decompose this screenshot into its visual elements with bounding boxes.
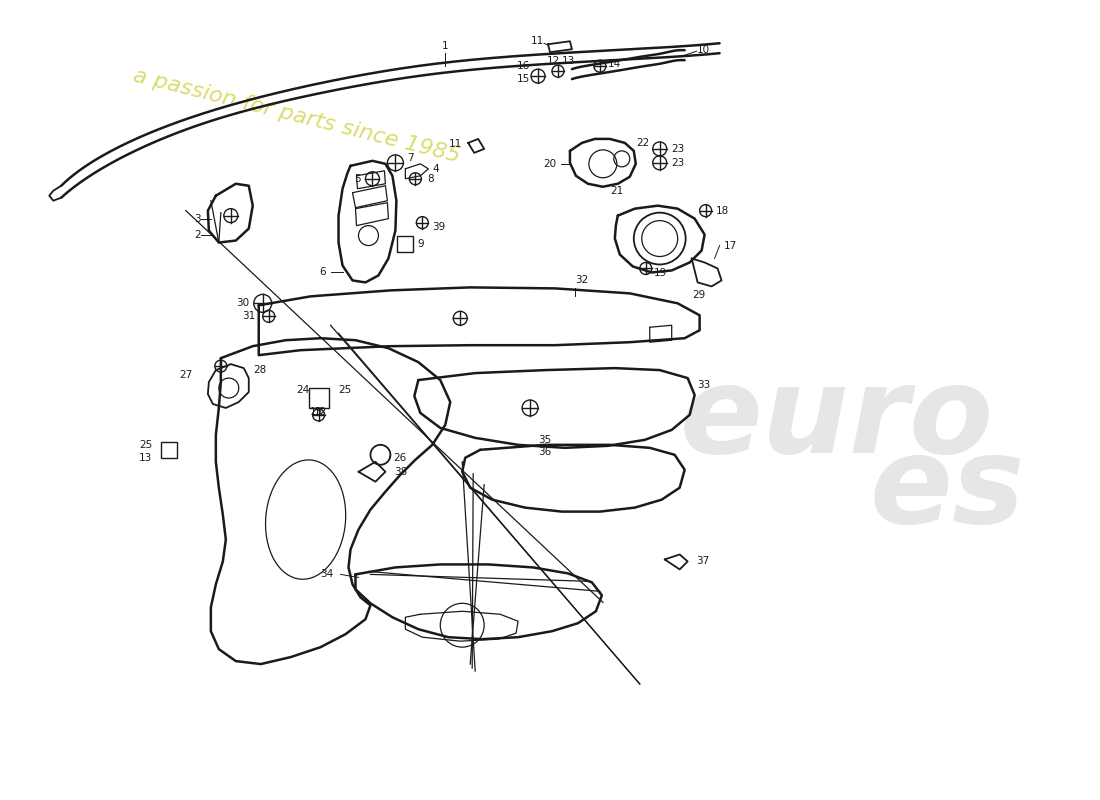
Text: 26: 26 [394, 453, 407, 462]
Text: 23: 23 [672, 158, 685, 168]
Bar [161, 442, 177, 458]
Text: 34: 34 [320, 570, 333, 579]
Text: 17: 17 [724, 241, 737, 250]
Text: 37: 37 [696, 557, 710, 566]
Text: 25: 25 [139, 440, 152, 450]
Text: 8: 8 [427, 174, 433, 184]
Text: 13: 13 [561, 56, 574, 66]
Bar [397, 235, 414, 251]
Text: 23: 23 [672, 144, 685, 154]
Text: 27: 27 [179, 370, 192, 380]
Text: 6: 6 [319, 267, 326, 278]
Text: 24: 24 [296, 385, 309, 395]
Text: 15: 15 [517, 74, 530, 84]
Text: 19: 19 [653, 269, 667, 278]
Text: 25: 25 [339, 385, 352, 395]
Text: 4: 4 [432, 164, 439, 174]
Text: 20: 20 [543, 159, 556, 169]
Text: 9: 9 [417, 238, 424, 249]
Text: 36: 36 [538, 447, 551, 457]
Text: 14: 14 [608, 59, 622, 69]
Text: 30: 30 [236, 298, 250, 308]
Text: 16: 16 [517, 61, 530, 71]
Text: 29: 29 [693, 290, 706, 300]
Text: 22: 22 [636, 138, 649, 148]
Text: 7: 7 [407, 153, 414, 163]
Text: 12: 12 [547, 56, 560, 66]
Text: es: es [869, 431, 1025, 548]
Text: 18: 18 [716, 206, 729, 216]
Bar [309, 388, 329, 408]
Text: 5: 5 [354, 174, 361, 184]
Text: 28: 28 [253, 365, 266, 375]
Text: 33: 33 [697, 380, 711, 390]
Text: a passion for parts since 1985: a passion for parts since 1985 [131, 66, 462, 166]
Text: 38: 38 [395, 466, 408, 477]
Text: 13: 13 [139, 453, 152, 462]
Text: 31: 31 [242, 311, 255, 322]
Text: 10: 10 [696, 46, 710, 55]
Text: 35: 35 [538, 435, 551, 445]
Text: 2: 2 [195, 230, 201, 239]
Text: 1: 1 [442, 42, 449, 51]
Text: 11: 11 [449, 139, 462, 149]
Text: euro: euro [680, 362, 993, 478]
Text: 39: 39 [432, 222, 446, 232]
Text: 12: 12 [314, 407, 327, 417]
Text: 13: 13 [310, 407, 323, 417]
Text: 3: 3 [195, 214, 201, 224]
Text: 32: 32 [575, 275, 589, 286]
Text: 11: 11 [531, 36, 544, 46]
Text: 21: 21 [609, 186, 623, 196]
